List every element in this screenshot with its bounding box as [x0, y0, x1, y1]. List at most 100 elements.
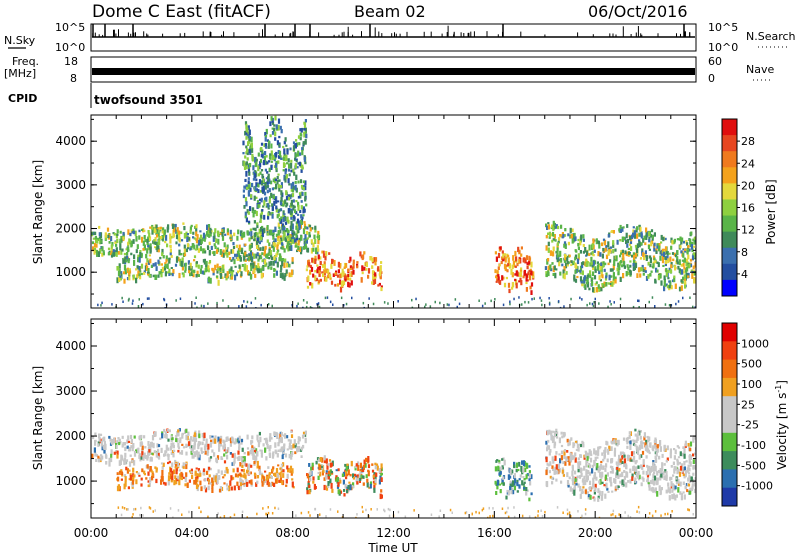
scatter-cell [348, 260, 351, 264]
near-range-cell [245, 305, 248, 308]
scatter-cell [209, 277, 212, 284]
colorbar-tick-label: 16 [741, 202, 755, 215]
scatter-cell [573, 232, 576, 238]
scatter-cell [590, 261, 593, 265]
scatter-cell [642, 272, 645, 276]
scatter-cell [301, 191, 304, 196]
scatter-cell [259, 161, 262, 167]
scatter-cell [626, 445, 629, 449]
scatter-cell [275, 270, 278, 276]
scatter-cell [184, 429, 187, 434]
scatter-cell [169, 252, 172, 256]
scatter-cell [229, 274, 232, 280]
scatter-cell [378, 479, 381, 485]
scatter-cell [625, 251, 628, 257]
scatter-cell [157, 274, 160, 278]
scatter-cell [302, 228, 306, 235]
scatter-cell [195, 224, 198, 229]
scatter-cell [275, 233, 278, 238]
scatter-cell [516, 482, 519, 487]
scatter-cell [640, 267, 643, 271]
scatter-cell [553, 226, 556, 229]
scatter-cell [276, 261, 279, 268]
near-range-cell [163, 297, 165, 301]
scatter-cell [311, 462, 314, 467]
scatter-cell [127, 229, 130, 235]
nsky-strip: N.Sky 10^5 10^0 10^5 10^0 N.Search [4, 21, 796, 54]
scatter-cell [530, 261, 533, 268]
scatter-cell [339, 479, 342, 484]
scatter-cell [528, 478, 531, 482]
scatter-cell [272, 229, 275, 233]
scatter-cell [148, 444, 151, 450]
scatter-cell [300, 214, 303, 219]
near-range-cell [368, 297, 370, 300]
scatter-cell [257, 152, 260, 157]
scatter-cell [127, 435, 130, 441]
scatter-cell [139, 458, 142, 462]
scatter-cell [613, 255, 616, 261]
scatter-cell [95, 238, 98, 244]
scatter-cell [238, 485, 241, 491]
scatter-cell [616, 464, 619, 469]
scatter-cell [279, 253, 282, 259]
scatter-cell [556, 247, 559, 252]
scatter-cell [657, 262, 660, 268]
scatter-cell [673, 277, 676, 283]
scatter-cell [308, 489, 311, 495]
near-range-cell [267, 511, 270, 515]
scatter-cell [501, 482, 504, 485]
scatter-cell [289, 194, 292, 198]
scatter-cell [663, 475, 666, 481]
scatter-cell [110, 449, 113, 455]
scatter-cell [343, 266, 346, 269]
scatter-cell [648, 239, 651, 243]
scatter-cell [282, 434, 285, 437]
scatter-cell [655, 250, 658, 254]
scatter-cell [620, 252, 623, 255]
near-range-cell [539, 296, 541, 300]
scatter-cell [238, 456, 241, 461]
scatter-cell [281, 273, 284, 280]
scatter-cell [247, 464, 250, 471]
scatter-cell [279, 467, 282, 470]
scatter-cell [101, 444, 104, 451]
scatter-cell [645, 234, 648, 240]
scatter-cell [282, 204, 285, 207]
scatter-cell [573, 455, 576, 459]
scatter-cell [634, 428, 637, 432]
scatter-cell [556, 242, 559, 247]
near-range-cell [537, 510, 539, 513]
scatter-cell [692, 436, 695, 443]
scatter-cell [108, 241, 111, 244]
scatter-cell [276, 433, 279, 439]
scatter-cell [672, 474, 675, 477]
scatter-cell [327, 273, 330, 277]
scatter-cell [504, 256, 507, 263]
scatter-cell [652, 473, 655, 479]
scatter-cell [257, 203, 260, 209]
scatter-cell [589, 457, 593, 463]
scatter-cell [154, 246, 157, 249]
scatter-cell [240, 230, 243, 235]
scatter-cell [591, 243, 594, 249]
scatter-cell [331, 488, 334, 493]
scatter-cell [668, 280, 671, 283]
scatter-cell [552, 436, 555, 442]
scatter-cell [589, 270, 592, 275]
scatter-cell [496, 479, 499, 486]
scatter-cell [520, 280, 523, 286]
scatter-cell [313, 234, 316, 240]
scatter-cell [241, 447, 244, 452]
scatter-cell [568, 461, 571, 466]
scatter-cell [265, 476, 268, 481]
scatter-cell [149, 466, 152, 471]
scatter-cell [218, 488, 222, 493]
scatter-cell [660, 241, 663, 244]
scatter-cell [552, 459, 555, 464]
scatter-cell [596, 463, 599, 468]
scatter-cell [125, 459, 129, 462]
scatter-cell [237, 253, 241, 258]
scatter-cell [682, 473, 685, 477]
near-range-cell [577, 510, 579, 513]
